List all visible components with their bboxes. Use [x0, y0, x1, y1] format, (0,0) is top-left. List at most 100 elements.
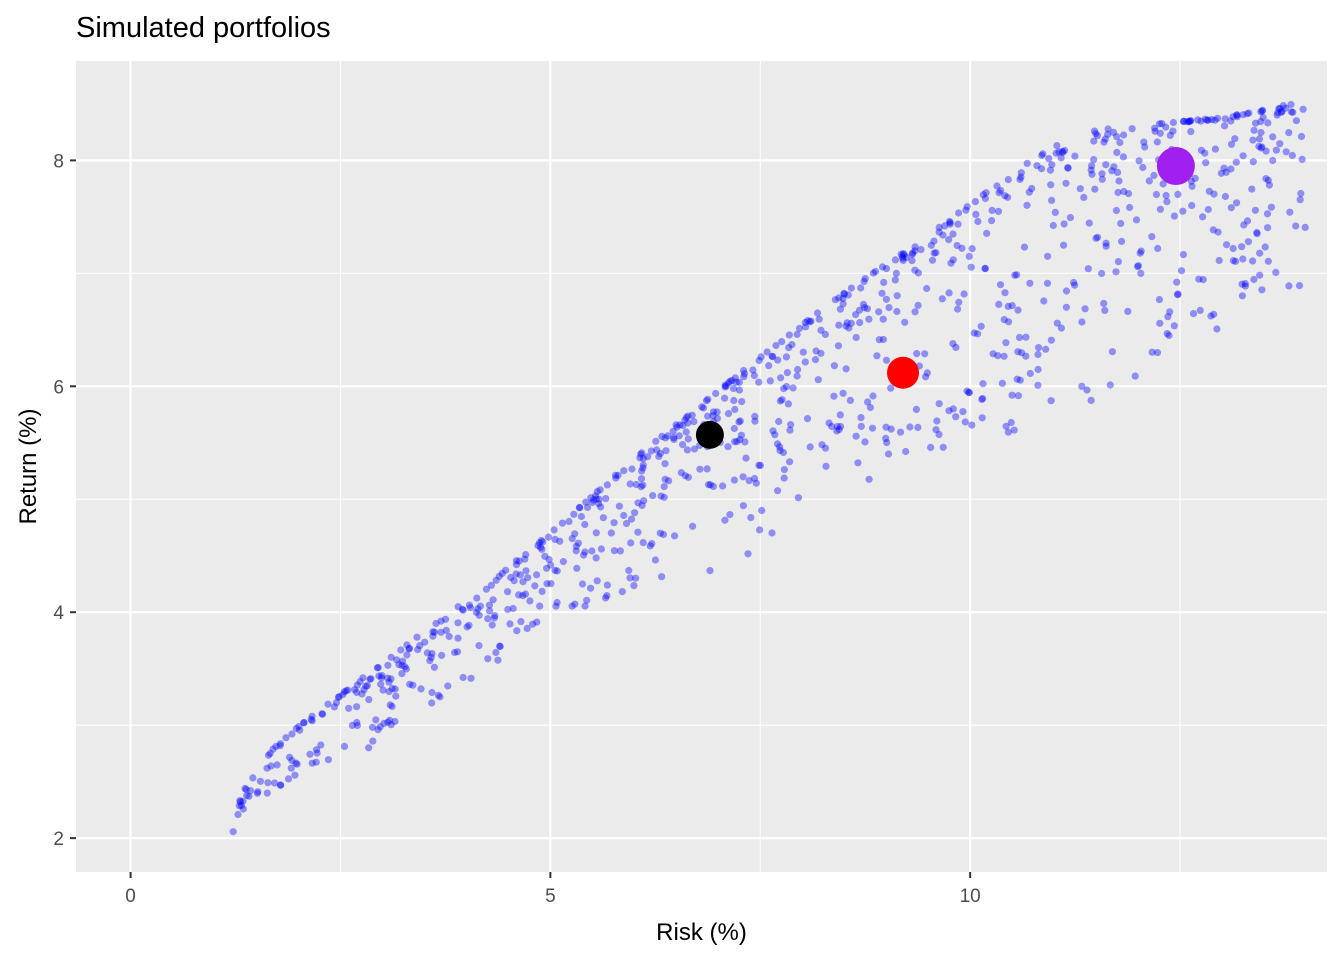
portfolio-point	[428, 650, 436, 658]
portfolio-point	[353, 688, 361, 697]
portfolio-point	[428, 688, 436, 697]
portfolio-point	[747, 514, 755, 522]
portfolio-point	[291, 771, 299, 779]
portfolio-point	[1060, 220, 1068, 228]
portfolio-point	[300, 719, 308, 727]
portfolio-point	[839, 300, 847, 308]
portfolio-point	[550, 526, 558, 534]
portfolio-point	[1047, 336, 1055, 344]
portfolio-point	[1043, 279, 1052, 287]
portfolio-point	[923, 284, 931, 293]
portfolio-point	[1094, 233, 1102, 241]
portfolio-point	[235, 802, 243, 810]
portfolio-point	[1204, 205, 1212, 214]
portfolio-point	[1124, 307, 1132, 315]
portfolio-point	[776, 397, 785, 405]
portfolio-point	[1109, 128, 1118, 136]
portfolio-point	[519, 592, 527, 600]
portfolio-point	[755, 378, 763, 386]
portfolio-point	[1137, 269, 1145, 277]
portfolio-point	[1115, 177, 1123, 185]
portfolio-point	[571, 530, 579, 538]
portfolio-point	[1033, 162, 1041, 170]
portfolio-point	[1244, 238, 1252, 246]
portfolio-point	[1241, 282, 1249, 290]
portfolio-point	[496, 642, 504, 650]
portfolio-point	[574, 539, 583, 547]
portfolio-point	[1013, 375, 1021, 383]
portfolio-point	[1052, 149, 1060, 157]
portfolio-point	[1233, 199, 1241, 207]
portfolio-point	[684, 435, 692, 443]
portfolio-point	[652, 437, 660, 445]
portfolio-point	[1088, 170, 1096, 178]
portfolio-point	[1183, 117, 1191, 126]
portfolio-point	[859, 300, 868, 308]
portfolio-point	[332, 699, 341, 707]
portfolio-point	[656, 529, 664, 537]
portfolio-point	[1239, 255, 1247, 263]
portfolio-point	[385, 688, 393, 696]
portfolio-point	[1277, 108, 1286, 116]
portfolio-point	[684, 419, 692, 427]
portfolio-point	[529, 620, 537, 628]
portfolio-point	[369, 737, 377, 745]
portfolio-point	[1124, 190, 1133, 198]
portfolio-point	[1257, 144, 1265, 152]
portfolio-point	[342, 687, 350, 695]
portfolio-point	[236, 798, 244, 806]
portfolio-point	[402, 665, 410, 673]
portfolio-point	[1128, 125, 1136, 133]
portfolio-point	[1011, 271, 1019, 279]
portfolio-point	[340, 688, 348, 696]
portfolio-point	[599, 514, 608, 522]
portfolio-point	[634, 499, 642, 507]
portfolio-point	[961, 418, 969, 426]
portfolio-point	[1020, 243, 1029, 251]
portfolio-point	[1007, 418, 1015, 427]
portfolio-point	[558, 519, 567, 527]
portfolio-point	[1151, 127, 1159, 135]
portfolio-point	[1058, 147, 1066, 156]
portfolio-point	[476, 602, 484, 610]
portfolio-point	[662, 447, 670, 455]
portfolio-point	[845, 324, 853, 332]
portfolio-point	[637, 450, 645, 458]
portfolio-point	[893, 307, 901, 316]
portfolio-point	[833, 427, 841, 435]
portfolio-point	[363, 682, 371, 690]
portfolio-point	[1285, 129, 1293, 137]
y-tick-label: 6	[53, 377, 64, 398]
portfolio-point	[952, 343, 960, 351]
portfolio-point	[735, 378, 744, 386]
portfolio-point	[865, 315, 873, 323]
portfolio-point	[553, 567, 561, 575]
portfolio-point	[580, 551, 588, 559]
portfolio-point	[1238, 243, 1246, 251]
portfolio-point	[1205, 187, 1213, 195]
portfolio-point	[911, 308, 919, 316]
portfolio-point	[387, 675, 395, 683]
portfolio-point	[384, 674, 392, 682]
portfolio-point	[473, 594, 481, 602]
portfolio-point	[1214, 114, 1222, 122]
portfolio-point	[1088, 162, 1096, 170]
portfolio-point	[496, 642, 504, 651]
portfolio-point	[1044, 252, 1052, 260]
portfolio-point	[384, 661, 392, 669]
portfolio-point	[1004, 193, 1012, 201]
portfolio-point	[963, 203, 971, 211]
x-tick-label: 0	[125, 886, 136, 907]
portfolio-point	[535, 539, 544, 547]
portfolio-point	[677, 469, 685, 477]
portfolio-point	[646, 542, 654, 550]
portfolio-point	[1278, 107, 1286, 116]
portfolio-point	[669, 427, 677, 435]
portfolio-point	[676, 421, 684, 429]
y-tick-label: 8	[53, 151, 64, 172]
portfolio-point	[249, 774, 257, 782]
portfolio-point	[1185, 118, 1193, 126]
portfolio-point	[523, 624, 531, 633]
portfolio-point	[769, 353, 777, 361]
portfolio-point	[242, 785, 250, 794]
